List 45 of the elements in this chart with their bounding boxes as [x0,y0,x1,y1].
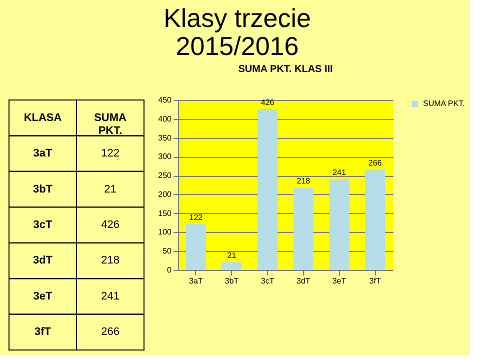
x-tick-label: 3cT [260,276,274,286]
text: 3dT [32,254,53,267]
text: 241 [101,290,120,302]
text: 122 [101,148,120,160]
y-tick-label: 350 [158,133,172,142]
text: 3eT [33,290,52,302]
legend-label: SUMA PKT. [423,99,465,108]
data-label: 426 [260,98,275,108]
x-tick-label: 3eT [332,276,346,286]
text: 3fT [34,326,52,338]
bar [186,224,206,270]
y-tick-label: 300 [158,152,172,162]
bar [293,188,314,270]
data-label: 266 [368,158,382,168]
x-tick-label: 3bT [224,276,239,286]
data-label: 241 [332,168,346,177]
text: 426 [101,219,120,231]
x-tick-label: 3fT [369,276,381,286]
text: KLASA [24,112,62,124]
x-tick-label: 3dT [296,276,310,286]
y-tick-label: 400 [158,114,172,124]
y-tick-label: 200 [158,190,172,199]
y-tick-label: 0 [167,266,172,274]
y-tick-label: 250 [158,171,172,180]
text: SUMA PKT. [94,112,126,137]
text: 21 [104,183,116,196]
bar [365,170,386,270]
text: 218 [101,254,120,267]
y-tick-label: 150 [158,208,172,218]
bar [258,109,278,270]
chart-title: Klasy trzecie 2015/2016 [164,3,311,61]
bar [329,178,350,270]
data-label: 122 [189,212,204,222]
y-tick-label: 50 [162,246,172,256]
bar [222,262,242,270]
text: 266 [101,326,120,338]
text: 3bT [32,183,53,196]
y-tick-label: 100 [158,228,172,237]
y-tick-label: 450 [158,96,172,104]
data-label: 218 [296,176,311,186]
text: 3aT [33,148,52,160]
text: 3cT [33,219,52,231]
data-label: 21 [227,251,237,260]
chart-subtitle: SUMA PKT. KLAS III [238,64,334,75]
x-tick-label: 3aT [189,276,203,286]
